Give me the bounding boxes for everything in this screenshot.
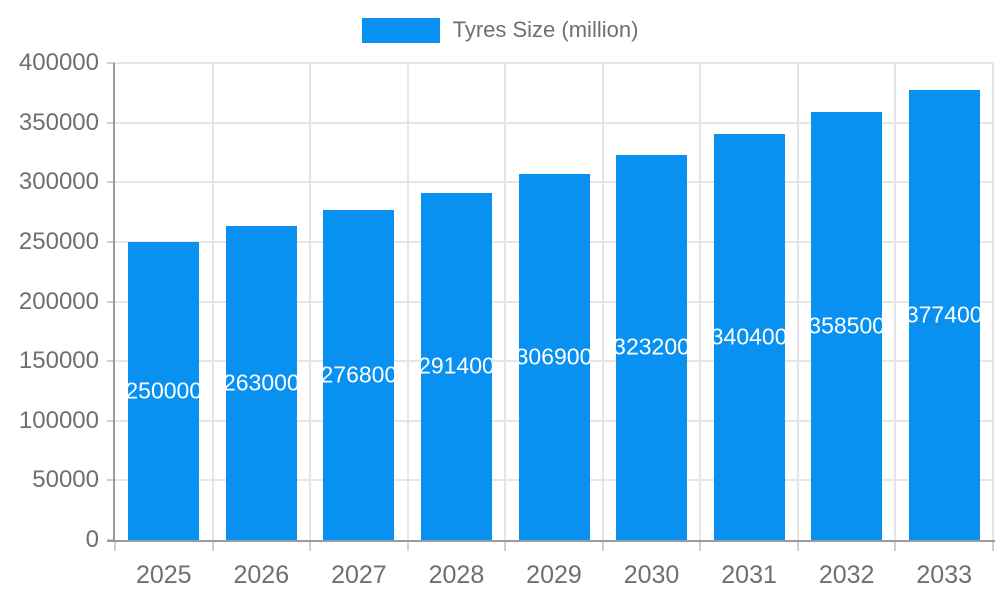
y-axis-label: 0 [85, 526, 99, 553]
y-axis-tick [107, 240, 115, 243]
y-axis-tick [107, 419, 115, 422]
y-axis-label: 100000 [18, 406, 99, 434]
y-axis-tick [107, 62, 115, 64]
y-axis-tick [107, 360, 115, 363]
x-axis-tick [699, 540, 702, 551]
x-axis-label: 2028 [428, 561, 485, 589]
x-gridline [211, 63, 214, 540]
bar-value-label: 291400 [420, 352, 492, 379]
x-axis-tick [211, 540, 214, 551]
x-axis-tick [504, 540, 507, 551]
x-gridline [992, 63, 994, 540]
legend: Tyres Size (million) [0, 17, 1000, 43]
legend-swatch-icon [361, 17, 440, 43]
x-axis-label: 2031 [721, 561, 777, 589]
bar-value-label: 250000 [128, 377, 200, 404]
bar: 276800 [323, 209, 395, 540]
legend-item[interactable]: Tyres Size (million) [361, 17, 639, 43]
x-axis-tick [406, 540, 409, 551]
x-axis-label: 2033 [916, 561, 973, 589]
y-axis-label: 300000 [18, 168, 99, 196]
bar: 323200 [616, 154, 688, 540]
x-axis-tick [894, 540, 897, 551]
x-gridline [894, 63, 897, 540]
x-axis-tick [992, 540, 994, 551]
y-gridline [115, 62, 993, 64]
bar: 358500 [811, 112, 883, 540]
x-axis-line [107, 540, 995, 542]
x-axis-tick [796, 540, 799, 551]
x-axis-label: 2025 [135, 561, 192, 589]
y-axis-tick [107, 181, 115, 184]
bar-value-label: 276800 [323, 361, 395, 388]
bar: 306900 [518, 174, 590, 540]
x-axis-label: 2027 [331, 561, 387, 589]
legend-label: Tyres Size (million) [452, 17, 639, 42]
bar: 377400 [908, 89, 980, 540]
bar-value-label: 263000 [225, 369, 297, 396]
bar: 340400 [713, 134, 785, 540]
bar-value-label: 377400 [908, 301, 980, 328]
x-axis-label: 2026 [233, 561, 290, 589]
x-gridline [601, 63, 604, 540]
x-axis-tick [601, 540, 604, 551]
y-axis-label: 50000 [32, 466, 99, 494]
x-axis-label: 2030 [623, 561, 680, 589]
x-axis-label: 2029 [526, 561, 582, 589]
x-gridline [699, 63, 702, 540]
y-axis-tick [107, 300, 115, 303]
bar-value-label: 358500 [811, 312, 883, 339]
y-axis-label: 400000 [18, 49, 99, 76]
x-axis-tick [309, 540, 312, 551]
y-axis-label: 250000 [18, 227, 99, 255]
x-axis-label: 2032 [818, 561, 875, 589]
y-axis-label: 350000 [18, 108, 99, 136]
x-gridline [406, 63, 409, 540]
bar: 291400 [420, 192, 492, 540]
bar: 250000 [128, 241, 200, 540]
y-axis-line [113, 63, 115, 542]
bar-value-label: 323200 [616, 333, 688, 360]
bar-value-label: 340400 [713, 323, 785, 350]
x-gridline [504, 63, 507, 540]
bar-value-label: 306900 [518, 343, 590, 370]
x-gridline [796, 63, 799, 540]
y-axis-label: 150000 [18, 347, 99, 375]
x-axis-tick [114, 540, 116, 551]
y-axis-label: 200000 [18, 287, 99, 315]
x-gridline [309, 63, 312, 540]
y-axis-tick [107, 121, 115, 124]
bar: 263000 [225, 226, 297, 540]
y-axis-tick [107, 479, 115, 482]
y-gridline [115, 121, 993, 124]
